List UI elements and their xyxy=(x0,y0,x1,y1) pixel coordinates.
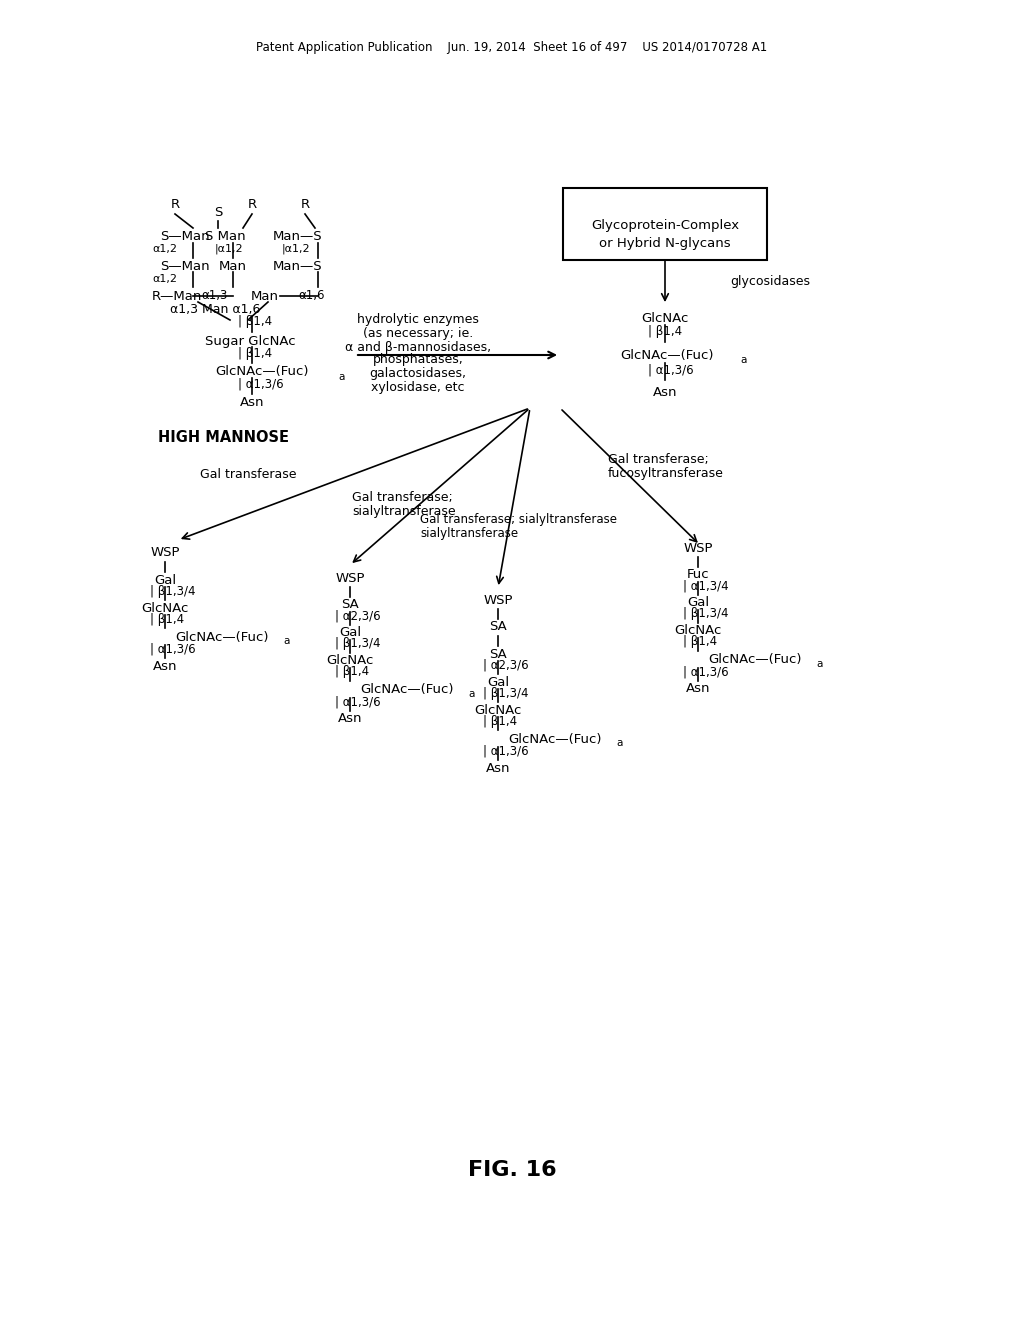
Text: Asn: Asn xyxy=(338,713,362,726)
Text: | α1,3/6: | α1,3/6 xyxy=(483,744,528,758)
Text: Gal transferase: Gal transferase xyxy=(200,469,297,482)
Text: α1,2: α1,2 xyxy=(152,244,177,253)
Text: SA: SA xyxy=(489,620,507,634)
Text: glycosidases: glycosidases xyxy=(730,276,810,289)
Text: | α1,3/6: | α1,3/6 xyxy=(150,643,196,656)
Text: | α2,3/6: | α2,3/6 xyxy=(483,659,528,672)
Text: GlcNAc: GlcNAc xyxy=(141,602,188,615)
Text: Gal transferase;: Gal transferase; xyxy=(352,491,453,504)
Text: Gal: Gal xyxy=(487,676,509,689)
Text: Man—S: Man—S xyxy=(273,260,323,273)
Text: a: a xyxy=(283,636,290,645)
Text: GlcNAc: GlcNAc xyxy=(474,704,521,717)
Text: or Hybrid N-glycans: or Hybrid N-glycans xyxy=(599,236,731,249)
Text: GlcNAc—(Fuc): GlcNAc—(Fuc) xyxy=(360,684,454,697)
Text: | β1,4: | β1,4 xyxy=(335,665,369,678)
Text: S Man: S Man xyxy=(205,231,246,243)
Text: Patent Application Publication    Jun. 19, 2014  Sheet 16 of 497    US 2014/0170: Patent Application Publication Jun. 19, … xyxy=(256,41,768,54)
Text: R: R xyxy=(248,198,257,211)
Text: Gal transferase;: Gal transferase; xyxy=(608,454,709,466)
Text: | β1,4: | β1,4 xyxy=(483,714,517,727)
Text: | α2,3/6: | α2,3/6 xyxy=(335,610,381,623)
Text: phosphatases,: phosphatases, xyxy=(373,354,464,367)
Text: a: a xyxy=(816,659,822,669)
Text: α1,3 Man α1,6: α1,3 Man α1,6 xyxy=(170,304,260,317)
Text: fucosyltransferase: fucosyltransferase xyxy=(608,466,724,479)
Text: Asn: Asn xyxy=(686,682,711,696)
Text: GlcNAc—(Fuc): GlcNAc—(Fuc) xyxy=(175,631,268,644)
Text: Gal: Gal xyxy=(154,573,176,586)
Text: Fuc: Fuc xyxy=(687,569,710,582)
Text: WSP: WSP xyxy=(483,594,513,606)
Text: WSP: WSP xyxy=(683,541,713,554)
Text: SA: SA xyxy=(341,598,358,611)
Text: FIG. 16: FIG. 16 xyxy=(468,1160,556,1180)
Text: Asn: Asn xyxy=(153,660,177,672)
Text: R: R xyxy=(300,198,309,211)
FancyBboxPatch shape xyxy=(563,187,767,260)
Text: a: a xyxy=(338,372,344,381)
Text: SA: SA xyxy=(489,648,507,660)
Text: WSP: WSP xyxy=(151,546,180,560)
Text: sialyltransferase: sialyltransferase xyxy=(420,527,518,540)
Text: | β1,4: | β1,4 xyxy=(238,346,272,359)
Text: | β1,3/4: | β1,3/4 xyxy=(483,686,528,700)
Text: GlcNAc—(Fuc): GlcNAc—(Fuc) xyxy=(620,348,714,362)
Text: | β1,3/4: | β1,3/4 xyxy=(150,585,196,598)
Text: Asn: Asn xyxy=(652,385,677,399)
Text: | β1,4: | β1,4 xyxy=(150,612,184,626)
Text: | α1,3/4: | α1,3/4 xyxy=(683,579,729,593)
Text: Glycoprotein-Complex: Glycoprotein-Complex xyxy=(591,219,739,231)
Text: | α1,3/6: | α1,3/6 xyxy=(648,363,693,376)
Text: | β1,4: | β1,4 xyxy=(238,315,272,329)
Text: | β1,3/4: | β1,3/4 xyxy=(335,638,381,651)
Text: GlcNAc—(Fuc): GlcNAc—(Fuc) xyxy=(508,733,601,746)
Text: S—Man: S—Man xyxy=(160,231,210,243)
Text: | β1,3/4: | β1,3/4 xyxy=(683,607,728,620)
Text: | β1,4: | β1,4 xyxy=(683,635,717,648)
Text: Gal: Gal xyxy=(339,627,361,639)
Text: Gal transferase; sialyltransferase: Gal transferase; sialyltransferase xyxy=(420,513,617,527)
Text: GlcNAc: GlcNAc xyxy=(675,624,722,638)
Text: a: a xyxy=(468,689,474,700)
Text: a: a xyxy=(616,738,623,748)
Text: hydrolytic enzymes: hydrolytic enzymes xyxy=(357,314,479,326)
Text: | α1,3/6: | α1,3/6 xyxy=(238,378,284,391)
Text: |α1,2: |α1,2 xyxy=(215,244,244,255)
Text: α1,2: α1,2 xyxy=(152,275,177,284)
Text: | α1,3/6: | α1,3/6 xyxy=(335,696,381,709)
Text: S: S xyxy=(214,206,222,219)
Text: a: a xyxy=(740,355,746,366)
Text: α1,6: α1,6 xyxy=(299,289,326,302)
Text: S—Man: S—Man xyxy=(160,260,210,273)
Text: Man: Man xyxy=(251,289,279,302)
Text: Asn: Asn xyxy=(240,396,264,409)
Text: HIGH MANNOSE: HIGH MANNOSE xyxy=(158,429,289,445)
Text: R—Man: R—Man xyxy=(152,289,203,302)
Text: (as necessary; ie.: (as necessary; ie. xyxy=(362,326,473,339)
Text: GlcNAc—(Fuc): GlcNAc—(Fuc) xyxy=(215,366,308,379)
Text: GlcNAc: GlcNAc xyxy=(327,655,374,668)
Text: galactosidases,: galactosidases, xyxy=(370,367,467,380)
Text: Man: Man xyxy=(219,260,247,273)
Text: | α1,3/6: | α1,3/6 xyxy=(683,665,729,678)
Text: R: R xyxy=(170,198,179,211)
Text: |α1,2: |α1,2 xyxy=(282,244,310,255)
Text: WSP: WSP xyxy=(335,572,365,585)
Text: sialyltransferase: sialyltransferase xyxy=(352,504,456,517)
Text: Asn: Asn xyxy=(485,762,510,775)
Text: | β1,4: | β1,4 xyxy=(648,326,682,338)
Text: Sugar GlcNAc: Sugar GlcNAc xyxy=(205,334,296,347)
Text: α1,3: α1,3 xyxy=(202,289,228,302)
Text: Man—S: Man—S xyxy=(273,231,323,243)
Text: α and β-mannosidases,: α and β-mannosidases, xyxy=(345,341,492,354)
Text: GlcNAc: GlcNAc xyxy=(641,312,689,325)
Text: Gal: Gal xyxy=(687,597,709,610)
Text: xylosidase, etc: xylosidase, etc xyxy=(372,380,465,393)
Text: GlcNAc—(Fuc): GlcNAc—(Fuc) xyxy=(708,653,802,667)
